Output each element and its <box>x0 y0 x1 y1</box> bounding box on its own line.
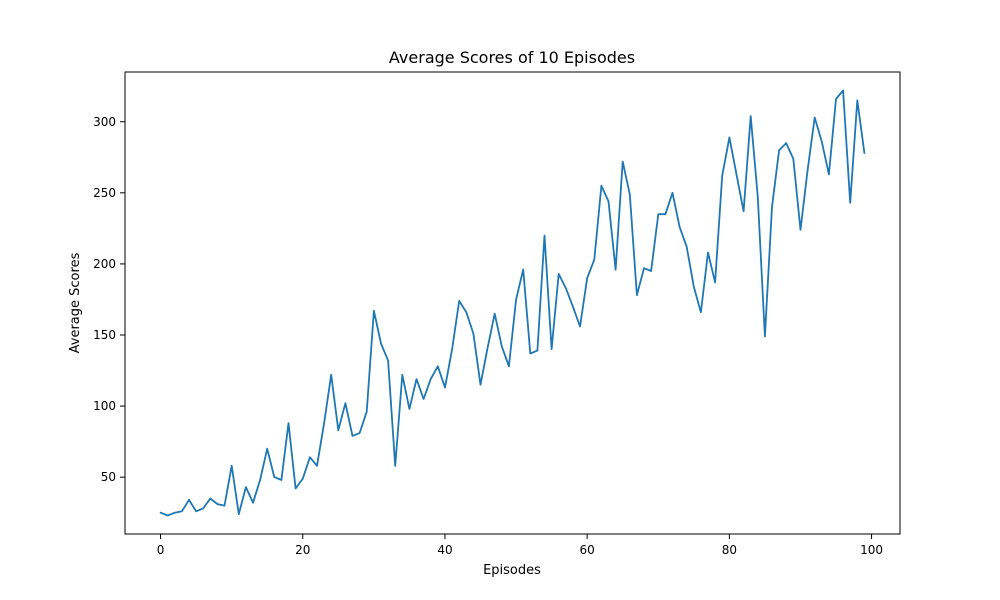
plot-frame <box>124 71 901 535</box>
x-tick-label: 60 <box>580 543 595 557</box>
x-tick-label: 20 <box>295 543 310 557</box>
y-tick-label: 100 <box>93 399 116 413</box>
plot-area <box>159 89 866 517</box>
y-tick-label: 150 <box>93 328 116 342</box>
y-tick-label: 300 <box>93 115 116 129</box>
y-tick-label: 250 <box>93 186 116 200</box>
x-tick-label: 0 <box>157 543 165 557</box>
chart-title: Average Scores of 10 Episodes <box>389 48 635 67</box>
series-line <box>159 89 866 517</box>
x-tick-label: 80 <box>722 543 737 557</box>
x-tick-label: 100 <box>860 543 883 557</box>
y-tick-label: 50 <box>101 470 116 484</box>
x-axis-label: Episodes <box>483 563 541 578</box>
x-tick-label: 40 <box>437 543 452 557</box>
y-axis-label: Average Scores <box>68 252 83 353</box>
y-tick-label: 200 <box>93 257 116 271</box>
axis-ticks: 0 20 40 60 80 100 50 100 150 200 250 300 <box>93 115 883 557</box>
